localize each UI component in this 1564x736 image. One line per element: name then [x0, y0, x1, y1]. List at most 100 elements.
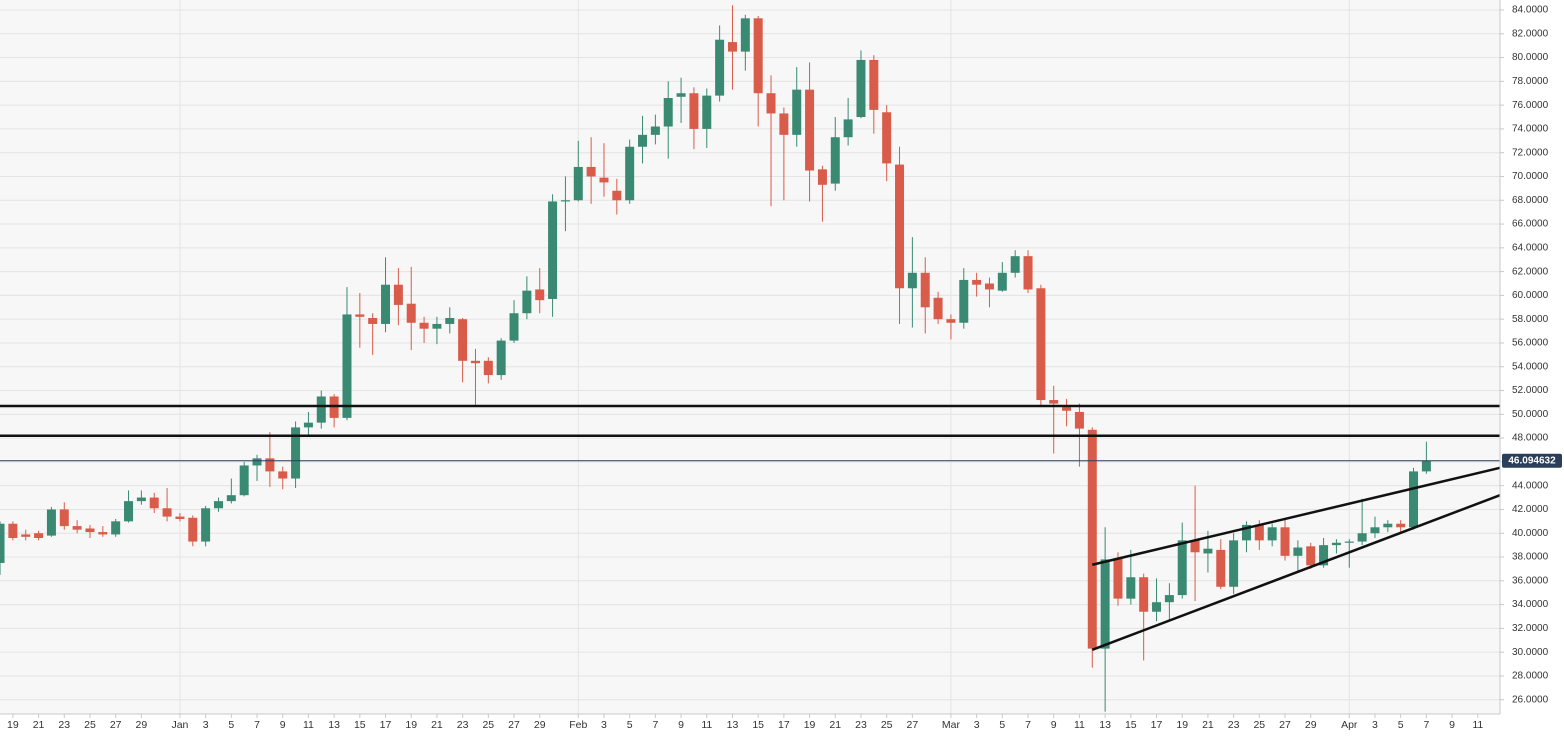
candle-body — [1293, 547, 1303, 556]
candle-body — [1306, 546, 1316, 566]
candle-body — [933, 297, 943, 320]
candle-body — [1370, 527, 1380, 534]
x-tick-label: 13 — [727, 719, 739, 731]
y-tick-label: 64.0000 — [1512, 242, 1549, 253]
candle-body — [59, 509, 69, 527]
candle-body — [1190, 540, 1200, 553]
candle-body — [882, 112, 892, 164]
candle-body — [1357, 533, 1367, 542]
candle-body — [959, 279, 969, 323]
candle-body — [972, 279, 982, 285]
x-tick-label: 9 — [1449, 719, 1455, 731]
x-tick-label: 11 — [1472, 719, 1483, 731]
x-tick-label: 15 — [354, 719, 366, 731]
y-tick-label: 30.0000 — [1512, 647, 1549, 658]
x-tick-label: 7 — [652, 719, 658, 731]
candle-body — [650, 126, 660, 135]
candle-body — [252, 458, 262, 466]
candle-body — [548, 201, 558, 299]
x-tick-label: 5 — [1398, 719, 1404, 731]
candle-body — [946, 319, 956, 323]
candle-body — [625, 146, 635, 201]
x-tick-label: 7 — [1423, 719, 1429, 731]
candle-body — [406, 303, 416, 323]
candle-body — [291, 427, 301, 479]
y-tick-label: 66.0000 — [1512, 219, 1549, 230]
candle-body — [0, 523, 5, 563]
x-tick-label: 25 — [482, 719, 494, 731]
candle-body — [1023, 256, 1033, 290]
y-tick-label: 74.0000 — [1512, 124, 1549, 135]
y-tick-label: 26.0000 — [1512, 694, 1549, 705]
x-tick-label: 9 — [678, 719, 684, 731]
current-price-tag — [1502, 453, 1562, 468]
y-tick-label: 42.0000 — [1512, 504, 1549, 515]
candle-body — [188, 517, 198, 542]
y-tick-label: 60.0000 — [1512, 290, 1549, 301]
candle-body — [278, 471, 288, 479]
candle-body — [535, 289, 545, 301]
candle-body — [355, 314, 365, 317]
candle-body — [1036, 288, 1046, 401]
candle-body — [702, 95, 712, 129]
candle-body — [638, 134, 648, 147]
candle-body — [496, 340, 506, 376]
y-tick-label: 56.0000 — [1512, 338, 1549, 349]
y-tick-label: 78.0000 — [1512, 76, 1549, 87]
y-tick-label: 34.0000 — [1512, 599, 1549, 610]
candle-body — [419, 322, 429, 329]
candle-body — [1280, 527, 1290, 556]
x-tick-label: 25 — [84, 719, 96, 731]
candle-body — [1409, 471, 1419, 528]
candle-body — [1331, 542, 1341, 546]
x-tick-label: 23 — [58, 719, 70, 731]
candle-body — [1319, 545, 1329, 566]
x-tick-label: 25 — [881, 719, 893, 731]
candle-body — [432, 323, 442, 329]
x-tick-label: 13 — [1099, 719, 1111, 731]
candle-body — [1241, 524, 1251, 541]
x-tick-label: 9 — [1051, 719, 1057, 731]
candle-body — [843, 119, 853, 138]
candle-body — [817, 169, 827, 185]
candle-body — [586, 166, 596, 177]
y-tick-label: 68.0000 — [1512, 195, 1549, 206]
candle-body — [869, 59, 879, 110]
candle-body — [1229, 540, 1239, 587]
y-tick-label: 82.0000 — [1512, 28, 1549, 39]
candle-body — [265, 458, 275, 472]
candle-body — [1254, 524, 1264, 541]
candle-body — [8, 523, 18, 538]
x-tick-label: 3 — [203, 719, 209, 731]
x-tick-label: 3 — [974, 719, 980, 731]
candle-body — [201, 508, 211, 542]
x-tick-label: 17 — [1151, 719, 1163, 731]
x-tick-label: 13 — [328, 719, 340, 731]
candle-body — [663, 97, 673, 127]
x-tick-label: 5 — [627, 719, 633, 731]
x-tick-label: 23 — [1228, 719, 1240, 731]
candle-body — [1421, 460, 1431, 472]
y-tick-label: 54.0000 — [1512, 361, 1549, 372]
candle-body — [470, 360, 480, 364]
candle-body — [997, 272, 1007, 291]
x-tick-label: Apr — [1341, 719, 1358, 731]
x-tick-label: 25 — [1253, 719, 1265, 731]
candle-body — [1074, 411, 1084, 429]
x-tick-label: 11 — [1074, 719, 1085, 731]
candle-body — [303, 422, 313, 428]
candle-body — [381, 284, 391, 324]
candle-body — [72, 526, 82, 530]
y-tick-label: 62.0000 — [1512, 266, 1549, 277]
x-tick-label: 3 — [1372, 719, 1378, 731]
y-tick-label: 50.0000 — [1512, 409, 1549, 420]
candle-body — [1164, 595, 1174, 603]
candle-body — [805, 89, 815, 171]
candle-body — [85, 528, 95, 533]
x-tick-label: 7 — [254, 719, 260, 731]
candle-body — [1062, 407, 1072, 411]
y-tick-label: 44.0000 — [1512, 480, 1549, 491]
x-tick-label: 17 — [380, 719, 392, 731]
candle-body — [509, 313, 519, 341]
